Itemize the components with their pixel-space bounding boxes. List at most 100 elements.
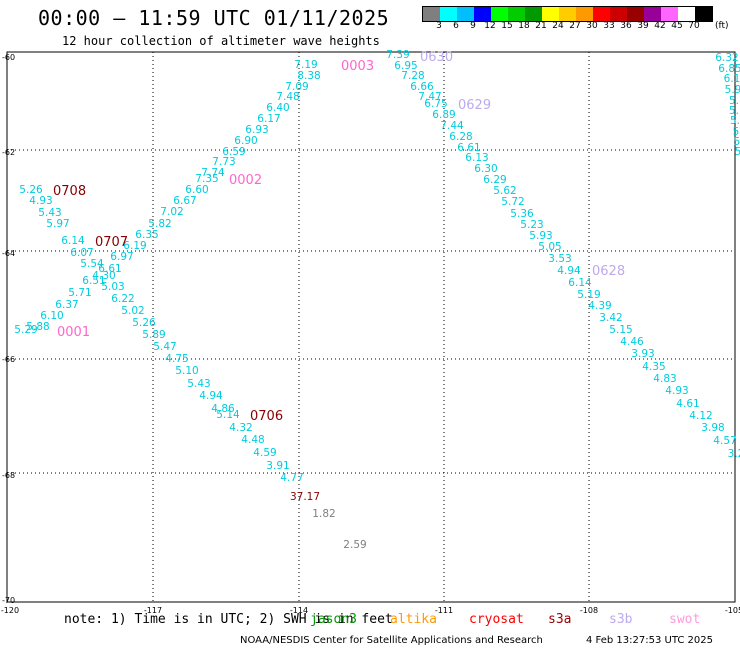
satellite-legend-swot: swot — [669, 612, 701, 627]
wave-height-value: 4.94 — [199, 390, 223, 402]
wave-height-value: 5. — [730, 115, 740, 127]
satellite-legend-jason3: jason3 — [310, 612, 357, 627]
colorbar-tick-label: 24 — [552, 21, 564, 31]
satellite-legend-s3b: s3b — [609, 612, 633, 627]
colorbar-tick-label: 6 — [453, 21, 459, 31]
wave-height-value: 5.97 — [46, 218, 69, 230]
timestamp-text: 4 Feb 13:27:53 UTC 2025 — [586, 635, 713, 646]
wave-height-value: 6.28 — [449, 131, 472, 143]
time-label-0706: 0706 — [250, 409, 283, 424]
colorbar-unit: (ft) — [715, 21, 729, 31]
colorbar-tick-label: 39 — [637, 21, 649, 31]
latitude-label: -60 — [2, 53, 15, 62]
wave-height-value: 6.22 — [111, 293, 134, 305]
wave-height-value: 7.73 — [212, 156, 235, 168]
time-label-0003: 0003 — [341, 59, 374, 74]
latitude-label: -64 — [2, 249, 15, 258]
time-label-0707: 0707 — [95, 235, 128, 250]
colorbar-swatch — [593, 7, 610, 21]
colorbar-tick-label: 33 — [603, 21, 615, 31]
wave-height-value: 4.35 — [642, 361, 665, 373]
wave-height-value: 4.48 — [241, 434, 264, 446]
colorbar-swatch — [525, 7, 542, 21]
colorbar — [422, 6, 713, 22]
colorbar-swatch — [695, 7, 712, 21]
wave-height-value: 5.47 — [153, 341, 176, 353]
wave-height-value: 5.26 — [19, 184, 43, 196]
wave-height-value: 5.36 — [510, 208, 534, 220]
latitude-label: -62 — [2, 148, 15, 157]
wave-height-value: 6.37 — [55, 299, 78, 311]
wave-height-value: 6.30 — [474, 163, 497, 175]
wave-height-value: 4.86 — [211, 403, 235, 415]
credit-text: NOAA/NESDIS Center for Satellite Applica… — [240, 635, 543, 646]
wave-height-value: 3.98 — [701, 422, 724, 434]
latitude-label: -68 — [2, 471, 15, 480]
map-title: 00:00 – 11:59 UTC 01/11/2025 — [38, 6, 390, 30]
wave-height-value: 5.14 — [216, 409, 240, 421]
colorbar-tick-label: 21 — [535, 21, 547, 31]
wave-height-value: 5.71 — [68, 287, 91, 299]
wave-height-value: 6.89 — [432, 109, 455, 121]
wave-height-value: 5.88 — [26, 321, 49, 333]
wave-height-value: 4.39 — [588, 300, 611, 312]
graticule — [7, 52, 735, 602]
wave-height-value: 5.62 — [493, 185, 516, 197]
wave-height-value: 5.43 — [187, 378, 210, 390]
wave-height-value: 6.1 — [724, 73, 740, 85]
longitude-label: -117 — [144, 606, 162, 615]
wave-height-value: 3.2 — [728, 448, 740, 460]
wave-height-value: 3.42 — [599, 312, 622, 324]
satellite-legend-altika: altika — [390, 612, 437, 627]
longitude-label: -114 — [290, 606, 308, 615]
wave-height-value: 4.75 — [165, 353, 188, 365]
wave-height-value: 6.19 — [123, 240, 146, 252]
colorbar-swatch — [440, 7, 457, 21]
wave-height-value: 6.75 — [424, 98, 447, 110]
wave-height-value: 3.91 — [266, 460, 289, 472]
wave-height-value: 7.35 — [195, 173, 218, 185]
colorbar-swatch — [457, 7, 474, 21]
wave-height-value: 6.61 — [457, 142, 480, 154]
track-values: 7.198.387.097.486.406.176.936.906.597.73… — [14, 49, 740, 551]
colorbar-tick-label: 18 — [518, 21, 530, 31]
longitude-label: -105 — [725, 606, 740, 615]
wave-height-value: 5.82 — [148, 218, 171, 230]
wave-height-value: 6.95 — [394, 60, 417, 72]
axis-labels: -60 -62 -64 -66 -68 -70-120 -117 -114 -111 -108 -1… — [1, 53, 740, 615]
map-subtitle: 12 hour collection of altimeter wave hei… — [62, 34, 380, 48]
colorbar-swatch — [542, 7, 559, 21]
wave-height-value: 5 — [734, 136, 740, 148]
wave-height-value: 5.89 — [142, 329, 165, 341]
longitude-label: -120 — [1, 606, 19, 615]
colorbar-swatch — [423, 7, 440, 21]
wave-height-value: 6.85 — [718, 63, 740, 75]
colorbar-tick-label: 30 — [586, 21, 598, 31]
wave-height-value: 7.48 — [276, 91, 299, 103]
wave-height-value: 1.82 — [312, 508, 335, 520]
wave-height-value: 4.30 — [92, 270, 115, 282]
colorbar-swatch — [576, 7, 593, 21]
time-label-0628: 0628 — [592, 264, 625, 279]
wave-height-value: 5.43 — [38, 207, 61, 219]
colorbar-tick-label: 12 — [484, 21, 496, 31]
wave-height-value: 6.07 — [70, 247, 93, 259]
wave-height-value: 7.19 — [294, 59, 317, 71]
map-frame — [6, 51, 736, 603]
wave-height-value: 4.32 — [229, 422, 252, 434]
wave-height-value: 4.94 — [557, 265, 581, 277]
wave-height-value: 6.51 — [82, 275, 105, 287]
wave-height-value: 4.93 — [665, 385, 688, 397]
wave-height-value: 4.57 — [713, 435, 736, 447]
longitude-label: -111 — [435, 606, 453, 615]
wave-height-value: 3.53 — [548, 253, 571, 265]
wave-height-value: 7.02 — [160, 206, 183, 218]
wave-height-value: 6.40 — [266, 102, 289, 114]
wave-height-value: 6.14 — [568, 277, 592, 289]
wave-height-value: 6.97 — [110, 251, 133, 263]
wave-height-value: 4.59 — [253, 447, 276, 459]
wave-height-value: 5.93 — [529, 230, 552, 242]
colorbar-tick-label: 36 — [620, 21, 632, 31]
colorbar-swatch — [474, 7, 491, 21]
